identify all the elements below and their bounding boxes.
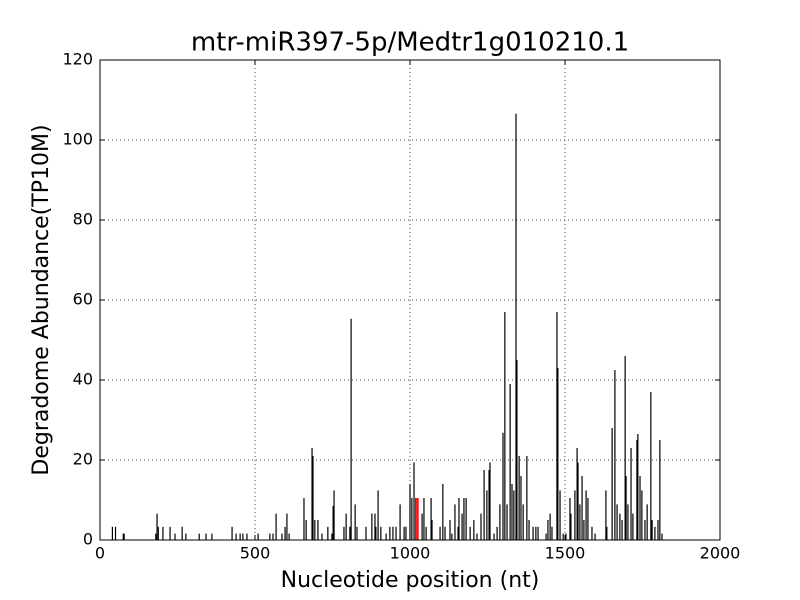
y-tick-label: 20	[73, 450, 93, 469]
y-tick-label: 120	[62, 50, 93, 69]
y-axis-label: Degradome Abundance(TP10M)	[29, 124, 54, 475]
chart-title: mtr-miR397-5p/Medtr1g010210.1	[191, 28, 629, 58]
x-tick-label: 1000	[390, 544, 431, 563]
x-tick-label: 2000	[700, 544, 741, 563]
y-tick-label: 80	[73, 210, 93, 229]
y-tick-label: 40	[73, 370, 93, 389]
plot-area	[99, 59, 721, 541]
y-tick-label: 100	[62, 130, 93, 149]
x-tick-label: 0	[95, 544, 105, 563]
x-axis-label: Nucleotide position (nt)	[281, 568, 540, 593]
y-tick-label: 0	[83, 530, 93, 549]
x-tick-label: 1500	[545, 544, 586, 563]
y-tick-label: 60	[73, 290, 93, 309]
x-tick-label: 500	[240, 544, 271, 563]
